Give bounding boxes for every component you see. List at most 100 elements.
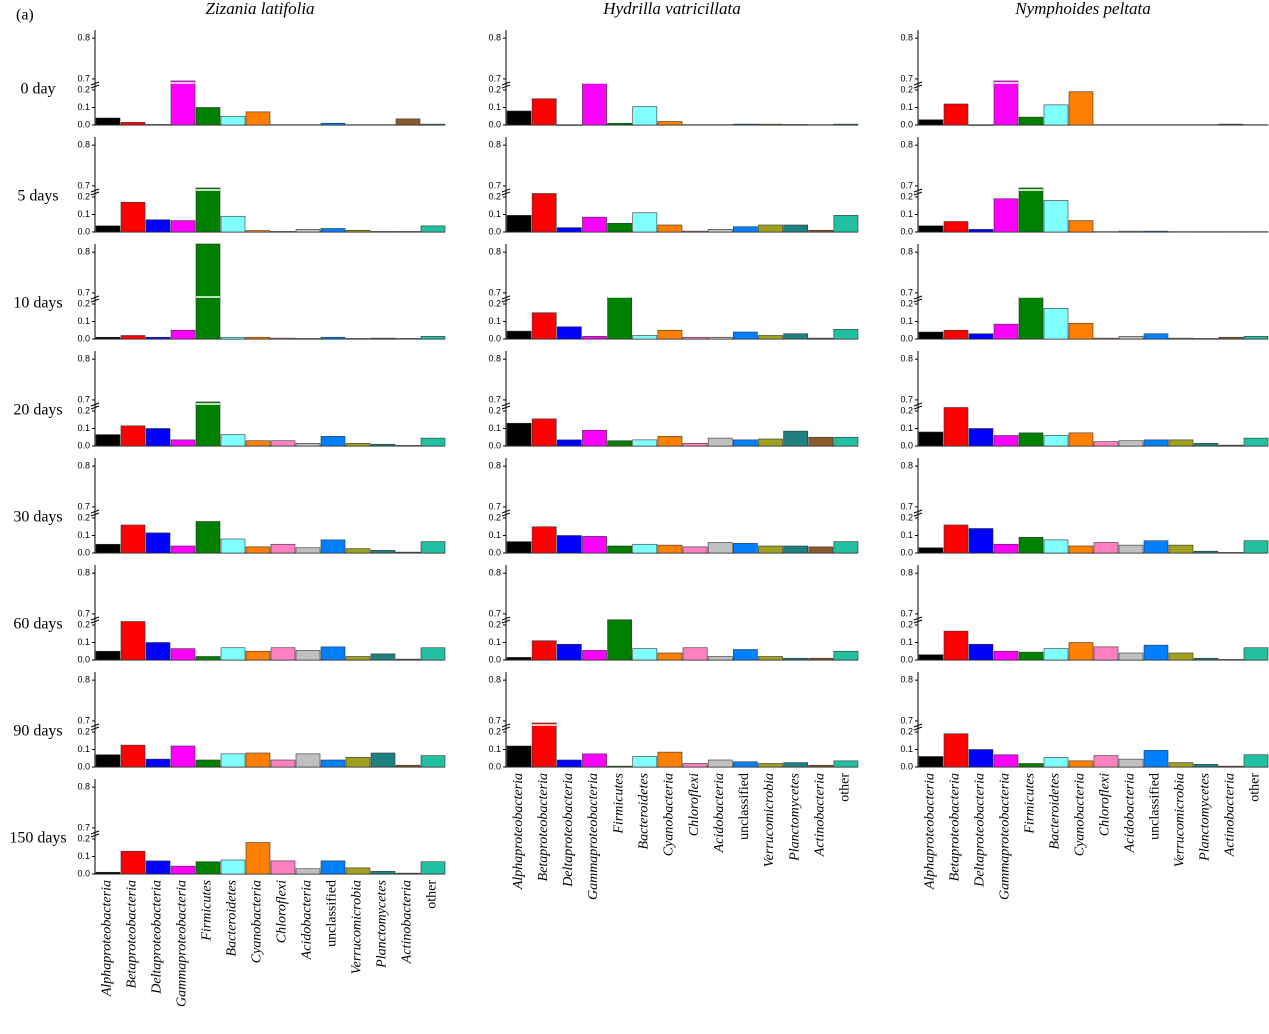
bar [370,443,396,447]
bar [556,326,582,340]
bar [270,759,296,768]
y-tick-label: 0.1 [488,423,501,433]
bar [1118,440,1144,447]
bar [732,543,758,554]
bar [195,521,221,554]
axis-break [501,295,511,303]
y-tick-label: 0.8 [900,33,913,43]
axis-break [90,81,100,89]
y-tick-label: 0.7 [488,287,501,297]
bar [1018,536,1044,554]
y-tick-label: 0.0 [488,333,501,343]
bar [220,215,246,233]
y-tick-label: 0.7 [77,608,90,618]
y-tick-label: 0.7 [77,394,90,404]
x-tick-label: Alphaproteobacteria [100,880,115,997]
bar [370,653,396,661]
bar [395,551,421,554]
y-tick-label: 0.0 [900,119,913,129]
bar [370,231,396,233]
y-tick-label: 0.7 [900,394,913,404]
bar [758,224,783,233]
bar [1118,230,1144,233]
y-tick-label: 0.8 [488,354,501,364]
bar [943,630,969,661]
y-tick-label: 0.0 [77,654,90,664]
bar [1068,220,1094,233]
x-tick-label: Gammaproteobacteria [586,773,601,900]
bar [295,753,321,768]
bar [145,336,171,340]
bar [270,231,296,233]
bar [531,312,557,340]
bar [657,329,683,340]
bar [707,759,733,768]
bar [1043,308,1069,340]
bar [1243,437,1269,447]
bar [1018,116,1044,126]
x-tick-label: Bacteroidetes [225,879,240,956]
axis-break [501,509,511,517]
bar [220,647,246,661]
bar [506,110,532,126]
bar [758,545,783,554]
y-tick-label: 0.8 [488,33,501,43]
bar [220,336,246,340]
y-tick-label: 0.1 [488,637,501,647]
bar [1143,124,1169,126]
x-tick-label: Firmicutes [1023,772,1038,834]
y-tick-label: 0.2 [77,191,90,201]
axis-break [90,616,100,624]
bar [943,407,969,447]
y-tick-label: 0.8 [77,247,90,257]
bar [1168,439,1194,447]
y-tick-label: 0.0 [488,440,501,450]
x-tick-label: Deltaproteobacteria [150,880,165,995]
axis-break [913,616,923,624]
bar [1193,124,1219,126]
bar [420,225,446,233]
column-title: Hydrilla vatricillata [602,0,740,18]
y-tick-label: 0.7 [900,608,913,618]
bar [808,546,834,554]
y-tick-label: 0.2 [488,405,501,415]
bar [120,744,146,768]
bar [1243,336,1269,340]
y-tick-label: 0.7 [77,715,90,725]
bar [1068,545,1094,554]
bar [270,647,296,661]
bar [582,429,607,447]
bar [632,106,658,126]
bar [732,649,758,661]
bar [395,872,421,875]
bar [320,436,346,447]
y-tick-label: 0.0 [900,333,913,343]
bar [1118,544,1144,554]
x-tick-label: Acidobacteria [1123,773,1138,853]
bar [833,436,859,447]
bar [295,868,321,875]
bar [993,650,1019,661]
y-tick-label: 0.1 [77,209,90,219]
y-tick-label: 0.1 [900,637,913,647]
y-tick-label: 0.7 [77,287,90,297]
x-tick-label: Cyanobacteria [1073,773,1088,856]
bar [707,656,733,661]
bar [145,428,171,447]
bar [170,865,196,875]
y-tick-label: 0.0 [77,440,90,450]
bar [145,219,171,233]
y-tick-label: 0.0 [488,119,501,129]
bar [993,323,1019,340]
y-tick-label: 0.1 [77,851,90,861]
y-tick-label: 0.2 [77,298,90,308]
bar [295,547,321,554]
y-tick-label: 0.0 [900,440,913,450]
bar [833,215,859,233]
bar [1168,762,1194,768]
bar [220,859,246,875]
y-tick-label: 0.7 [488,180,501,190]
bar [808,229,834,233]
y-tick-label: 0.2 [488,726,501,736]
y-tick-label: 0.0 [488,547,501,557]
